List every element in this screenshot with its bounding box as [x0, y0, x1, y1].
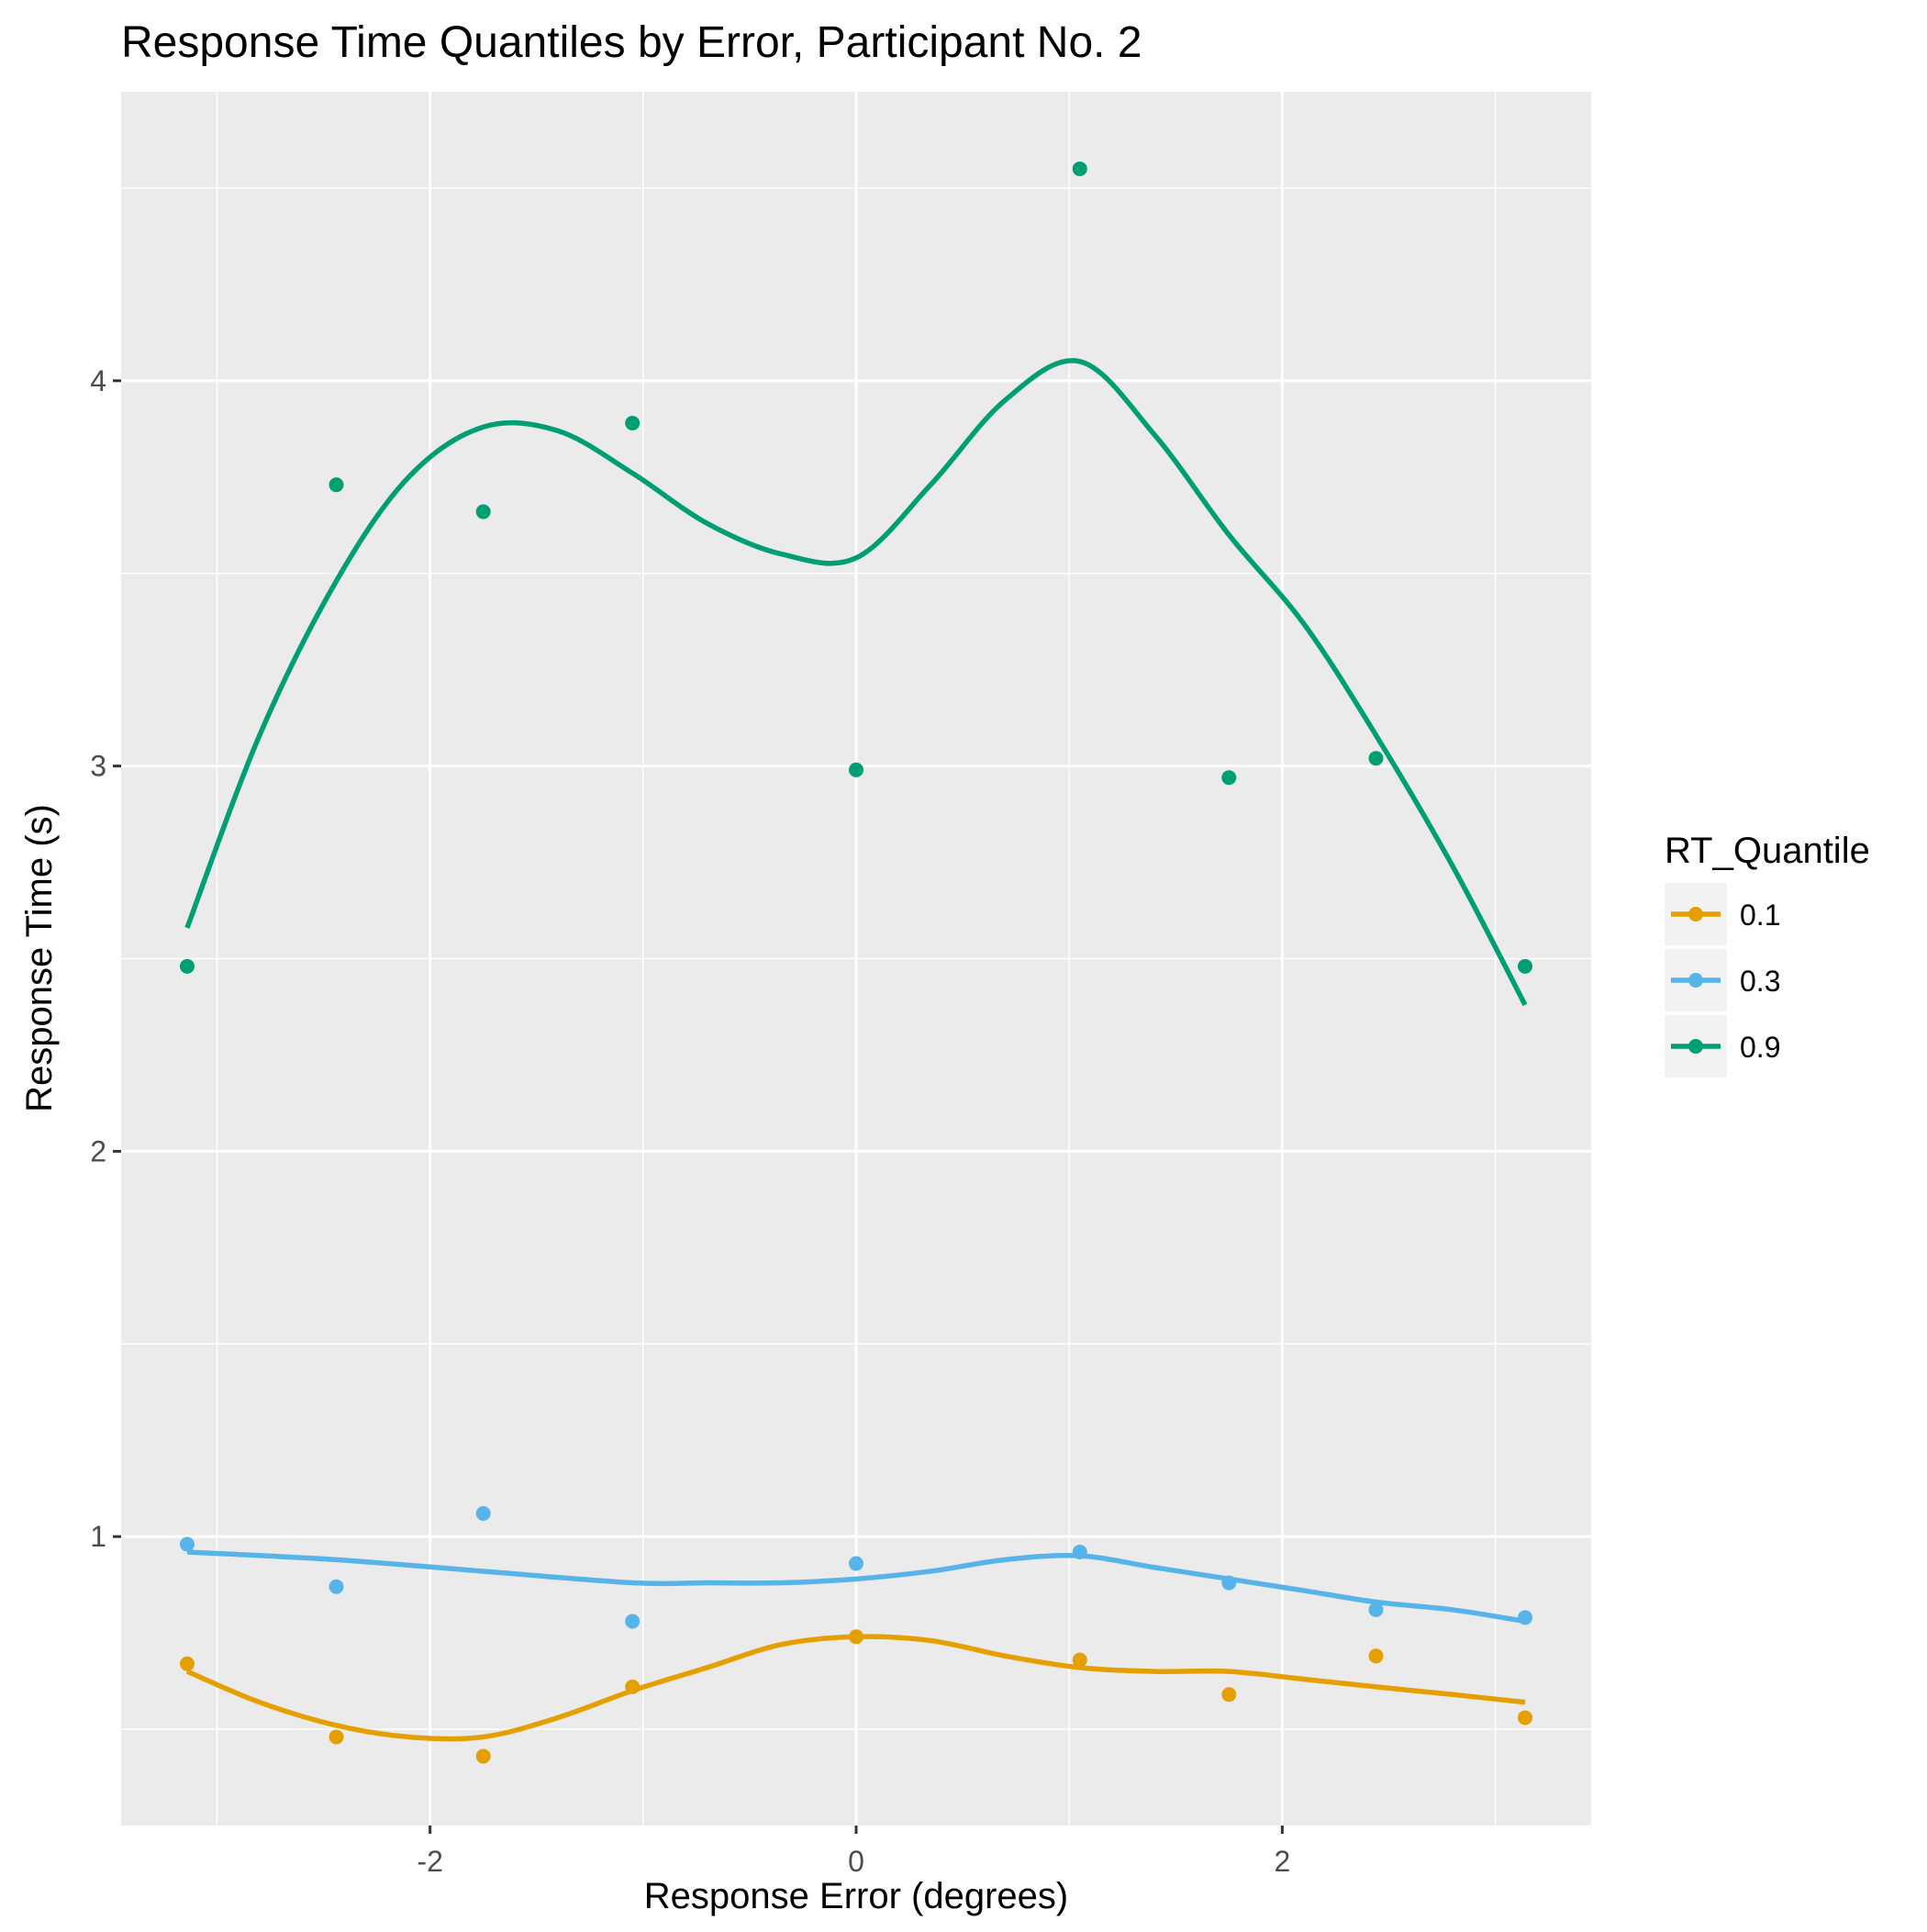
x-tick-label: 2 — [1274, 1845, 1290, 1878]
series-0-9-point — [849, 762, 863, 777]
series-0-9-point — [625, 416, 640, 431]
series-0-1-point — [179, 1656, 195, 1671]
major-gridlines — [121, 92, 1591, 1826]
series-0-3-point — [849, 1556, 863, 1571]
series-0-9-point — [179, 958, 195, 974]
series-0-1-point — [1518, 1710, 1533, 1725]
y-axis: 1 2 3 4 — [90, 364, 121, 1553]
y-axis-title: Response Time (s) — [19, 804, 60, 1112]
series-0-3-point — [329, 1579, 344, 1594]
series-0-3-point — [1072, 1544, 1087, 1559]
y-tick-label: 3 — [90, 750, 106, 783]
series-0-3-point — [625, 1614, 640, 1629]
y-tick-label: 2 — [90, 1134, 106, 1167]
series-0-9-point — [475, 504, 491, 519]
x-tick-label: -2 — [417, 1845, 442, 1878]
series-0-3-point — [1221, 1575, 1237, 1591]
y-tick-label: 4 — [90, 364, 106, 397]
series-0-1-point — [329, 1729, 344, 1745]
series-0-3-point — [475, 1505, 491, 1521]
series-0-3-point — [179, 1536, 195, 1552]
legend-marker-0-3 — [1688, 973, 1703, 988]
series-0-1-point — [1368, 1648, 1384, 1664]
series-0-9-point — [1221, 770, 1237, 786]
legend-label-0-1: 0.1 — [1740, 899, 1780, 932]
series-0-1-point — [1072, 1652, 1087, 1668]
series-0-3-smooth-line — [186, 1549, 1526, 1625]
legend-label-0-3: 0.3 — [1740, 965, 1780, 998]
series-0-1-point — [849, 1629, 863, 1645]
legend: RT_Quantile 0.1 0.3 0.9 — [1665, 831, 1870, 1078]
data-points — [179, 161, 1533, 1764]
legend-title: RT_Quantile — [1665, 831, 1870, 871]
series-0-9-point — [1368, 751, 1384, 766]
legend-marker-0-1 — [1688, 907, 1703, 921]
legend-marker-0-9 — [1688, 1039, 1703, 1054]
series-0-9-point — [329, 477, 344, 493]
y-tick-label: 1 — [90, 1520, 106, 1553]
chart-title: Response Time Quantiles by Error, Partic… — [121, 18, 1142, 67]
series-0-3-point — [1368, 1602, 1384, 1617]
x-axis-title: Response Error (degrees) — [644, 1876, 1068, 1916]
series-0-9-smooth-line — [184, 358, 1528, 1007]
series-0-3-point — [1518, 1610, 1533, 1625]
series-0-1-point — [475, 1748, 491, 1764]
x-tick-label: 0 — [848, 1845, 864, 1878]
series-0-9-point — [1518, 958, 1533, 974]
series-0-1-point — [625, 1679, 640, 1694]
series-0-9-point — [1072, 161, 1087, 176]
x-axis: -2 0 2 — [417, 1826, 1290, 1878]
series-0-1-point — [1221, 1687, 1237, 1703]
legend-label-0-9: 0.9 — [1740, 1031, 1780, 1064]
